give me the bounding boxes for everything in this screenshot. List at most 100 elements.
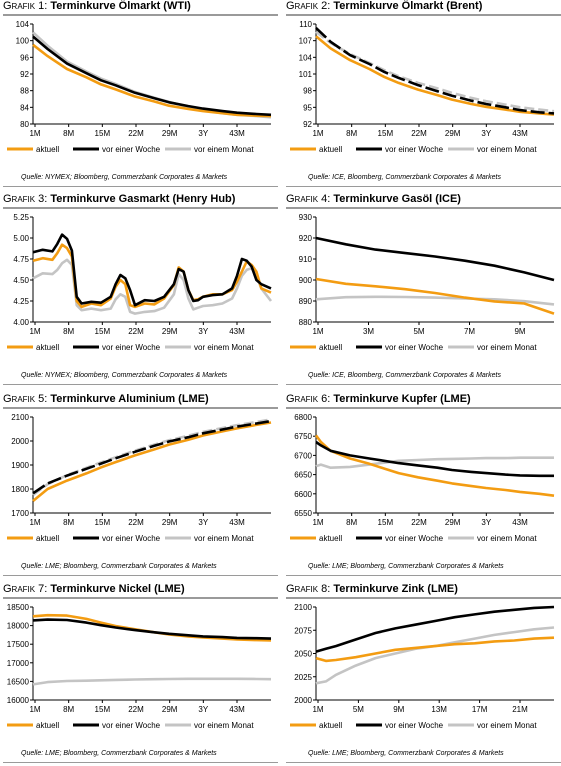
chart-source: Quelle: NYMEX; Bloomberg, Commerzbank Co… [21, 372, 228, 379]
y-tick-label: 104 [16, 20, 30, 29]
chart-title-text: Terminkurve Ölmarkt (WTI) [50, 0, 191, 12]
chart-prefix: Grafik 4: [286, 193, 334, 205]
y-tick-label: 4.00 [13, 318, 29, 327]
y-tick-label: 5.25 [13, 213, 29, 222]
x-tick-label: 43M [229, 705, 245, 714]
chart-source: Quelle: LME; Bloomberg, Commerzbank Corp… [21, 563, 217, 570]
legend-label: vor einer Woche [385, 343, 444, 352]
chart-prefix: Grafik 1: [3, 0, 51, 12]
y-tick-label: 16500 [7, 677, 30, 686]
legend-label: vor einem Monat [194, 343, 254, 352]
y-tick-label: 101 [299, 70, 313, 79]
y-tick-label: 2100 [294, 603, 312, 612]
legend-label: aktuell [319, 721, 342, 730]
legend-label: vor einer Woche [102, 343, 161, 352]
y-tick-label: 18000 [7, 622, 30, 631]
chart-svg: 16000 16500 17000 17500 18000 18500 1M 8M 15M 22M… [7, 603, 272, 730]
series-line-vor-einem-Monat [315, 456, 554, 469]
y-tick-label: 1800 [11, 485, 29, 494]
series-line-vor-einer-Woche [32, 35, 272, 117]
bottom-rule [286, 384, 561, 385]
x-tick-label: 1M [312, 327, 323, 336]
y-tick-label: 88 [20, 87, 29, 96]
y-tick-label: 2050 [294, 650, 312, 659]
chart-title-text: Terminkurve Gasmarkt (Henry Hub) [50, 193, 236, 205]
y-tick-label: 6650 [294, 471, 312, 480]
x-tick-label: 29M [162, 705, 178, 714]
chart-prefix: Grafik 6: [286, 393, 334, 405]
series-line-vor-einer-Woche [315, 26, 555, 115]
x-tick-label: 8M [63, 129, 74, 138]
legend-label: aktuell [319, 534, 342, 543]
x-tick-label: 1M [312, 129, 323, 138]
x-tick-label: 9M [514, 327, 525, 336]
x-tick-label: 1M [312, 705, 323, 714]
x-tick-label: 43M [229, 129, 245, 138]
chart-title-text: Terminkurve Gasöl (ICE) [333, 193, 461, 205]
x-tick-label: 15M [95, 705, 111, 714]
chart-panel-7: Grafik 7: Terminkurve Nickel (LME) 16000 1… [3, 583, 278, 766]
y-tick-label: 2000 [11, 437, 29, 446]
legend-label: aktuell [319, 145, 342, 154]
bottom-rule [3, 575, 278, 576]
x-tick-label: 43M [229, 327, 245, 336]
chart-title: Grafik 7: Terminkurve Nickel (LME) [3, 583, 185, 595]
legend-label: vor einem Monat [477, 343, 537, 352]
bottom-rule [286, 575, 561, 576]
chart-svg: 92 95 98 101 104 107 110 1M 8M 15M 22M 29M 3Y 43M aktu… [290, 20, 555, 154]
x-tick-label: 3Y [198, 705, 208, 714]
chart-svg: 6550 6600 6650 6700 6750 6800 1M 8M 15M 22M 29M 3Y 4… [290, 413, 555, 543]
chart-title-text: Terminkurve Zink (LME) [333, 583, 458, 595]
y-tick-label: 17000 [7, 659, 30, 668]
y-tick-label: 96 [20, 53, 29, 62]
y-tick-label: 98 [303, 87, 312, 96]
title-rule [286, 597, 561, 599]
y-tick-label: 18500 [7, 603, 30, 612]
x-tick-label: 22M [128, 129, 144, 138]
x-tick-label: 43M [512, 129, 528, 138]
chart-source: Quelle: LME; Bloomberg, Commerzbank Corp… [308, 750, 504, 757]
x-tick-label: 9M [393, 705, 404, 714]
y-tick-label: 100 [16, 37, 30, 46]
y-tick-label: 6750 [294, 432, 312, 441]
title-rule [286, 14, 561, 16]
x-tick-label: 5M [413, 327, 424, 336]
x-tick-label: 5M [353, 705, 364, 714]
y-tick-label: 910 [299, 255, 313, 264]
chart-panel-5: Grafik 5: Terminkurve Aluminium (LME) 170… [3, 393, 278, 579]
y-tick-label: 6550 [294, 509, 312, 518]
x-tick-label: 1M [312, 518, 323, 527]
y-tick-label: 2000 [294, 696, 312, 705]
chart-title-text: Terminkurve Kupfer (LME) [333, 393, 471, 405]
series-line-aktuell [32, 243, 272, 309]
legend-label: aktuell [36, 145, 59, 154]
chart-panel-1: Grafik 1: Terminkurve Ölmarkt (WTI) 80 84 8… [3, 0, 278, 190]
title-rule [286, 207, 561, 209]
legend-label: vor einem Monat [477, 721, 537, 730]
chart-prefix: Grafik 8: [286, 583, 334, 595]
chart-panel-6: Grafik 6: Terminkurve Kupfer (LME) 6550 66… [286, 393, 561, 579]
y-tick-label: 2100 [11, 413, 29, 422]
y-tick-label: 95 [303, 103, 312, 112]
y-tick-label: 930 [299, 213, 313, 222]
series-line-vor-einem-Monat [315, 30, 555, 113]
chart-svg: 1700 1800 1900 2000 2100 1M 8M 15M 22M 29M 3Y 43M ak… [7, 413, 272, 543]
series-line-vor-einer-Woche [315, 236, 555, 282]
series-line-vor-einer-Woche [315, 440, 554, 478]
x-tick-label: 22M [128, 518, 144, 527]
x-tick-label: 1M [29, 705, 40, 714]
chart-title: Grafik 5: Terminkurve Aluminium (LME) [3, 393, 209, 405]
y-tick-label: 107 [299, 37, 313, 46]
legend-label: vor einem Monat [194, 721, 254, 730]
y-tick-label: 4.50 [13, 276, 29, 285]
series-line-vor-einem-Monat [32, 677, 272, 686]
y-tick-label: 2075 [294, 626, 312, 635]
y-tick-label: 4.75 [13, 255, 29, 264]
chart-panel-2: Grafik 2: Terminkurve Ölmarkt (Brent) 92 9… [286, 0, 561, 190]
legend-label: vor einer Woche [385, 145, 444, 154]
series-line-vor-einem-Monat [315, 626, 555, 685]
y-tick-label: 80 [20, 120, 29, 129]
y-tick-label: 4.25 [13, 297, 29, 306]
y-tick-label: 84 [20, 103, 29, 112]
series-line-aktuell [315, 35, 555, 116]
